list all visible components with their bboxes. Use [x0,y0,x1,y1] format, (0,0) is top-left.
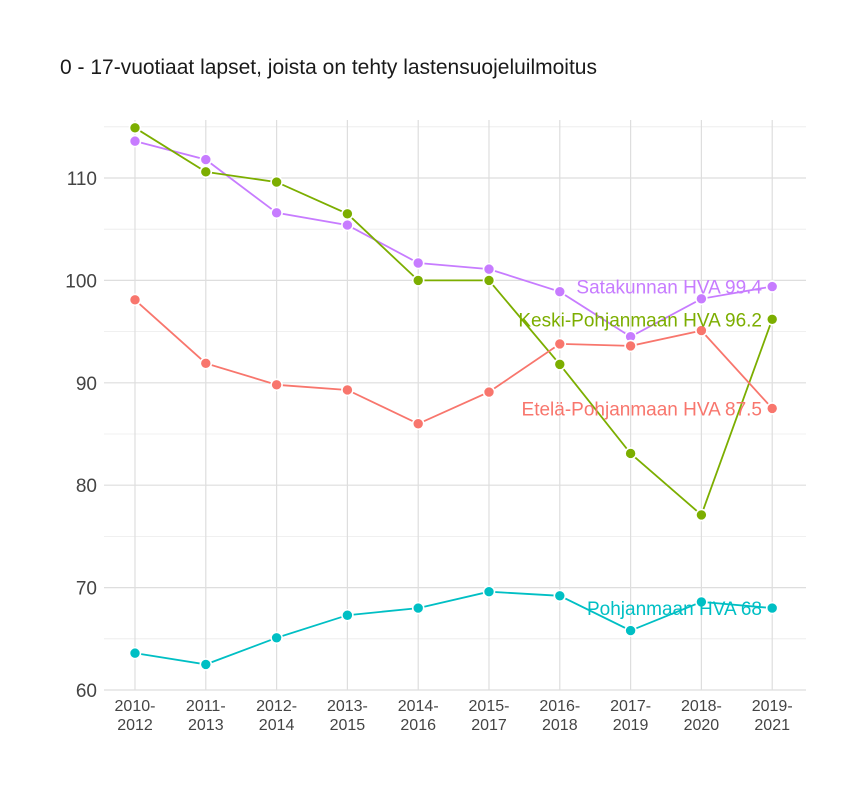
data-point-keski-pohjanmaan-hva [553,358,567,371]
y-axis-ticks: 60 70 80 90 100 110 [65,169,97,702]
data-point-keski-pohjanmaan-hva [624,447,637,460]
series-line-keski-pohjanmaan-hva [134,127,774,517]
gridlines [104,120,806,691]
data-point-satakunnan-hva [695,292,708,306]
series-label-etel-pohjanmaan-hva: Etelä-Pohjanmaan HVA 87.5 [522,399,762,420]
y-tick-label: 60 [76,681,97,702]
data-point-keski-pohjanmaan-hva [270,175,283,189]
data-point-pohjanmaan-hva [695,595,708,609]
y-tick-label: 90 [76,374,97,395]
data-point-etel-pohjanmaan-hva [128,293,142,307]
y-tick-label: 70 [76,579,97,600]
chart-title: 0 - 17-vuotiaat lapset, joista on tehty … [60,56,597,79]
data-point-pohjanmaan-hva [765,601,779,615]
series-label-pohjanmaan-hva: Pohjanmaan HVA 68 [587,599,762,620]
x-tick-label: 2015-2017 [469,698,510,734]
x-axis-ticks: 2010-2012 2011-2013 2012-2014 2013-2015 2014… [115,698,793,734]
data-point-satakunnan-hva [199,153,213,166]
data-point-pohjanmaan-hva [482,585,496,598]
data-point-etel-pohjanmaan-hva [553,337,567,351]
x-tick-label: 2012-2014 [256,698,297,734]
series-labels: Satakunnan HVA 99.4 Keski-Pohjanmaan HVA … [518,278,762,621]
x-tick-label: 2019-2021 [752,698,793,734]
series-label-satakunnan-hva: Satakunnan HVA 99.4 [576,278,762,299]
data-point-pohjanmaan-hva [270,631,283,645]
data-point-pohjanmaan-hva [624,624,637,637]
y-tick-label: 110 [67,169,97,190]
data-point-keski-pohjanmaan-hva [199,165,213,179]
x-tick-label: 2016-2018 [539,698,580,734]
data-point-etel-pohjanmaan-hva [270,378,283,392]
data-point-satakunnan-hva [341,218,354,232]
series-line-satakunnan-hva [134,140,773,338]
data-point-etel-pohjanmaan-hva [341,383,354,397]
data-point-etel-pohjanmaan-hva [411,417,425,431]
data-point-etel-pohjanmaan-hva [624,339,637,353]
data-point-pohjanmaan-hva [128,646,142,660]
x-tick-label: 2017-2019 [610,698,651,734]
data-point-etel-pohjanmaan-hva [482,385,496,399]
data-point-etel-pohjanmaan-hva [765,402,779,415]
data-point-keski-pohjanmaan-hva [695,508,708,522]
data-point-keski-pohjanmaan-hva [482,274,496,287]
data-point-satakunnan-hva [411,256,425,270]
data-point-pohjanmaan-hva [199,658,213,671]
data-point-keski-pohjanmaan-hva [411,274,425,287]
data-point-satakunnan-hva [765,280,779,293]
y-tick-label: 100 [65,271,97,292]
data-point-pohjanmaan-hva [553,589,567,603]
series-label-keski-pohjanmaan-hva: Keski-Pohjanmaan HVA 96.2 [518,310,762,331]
data-point-keski-pohjanmaan-hva [128,121,142,135]
data-point-keski-pohjanmaan-hva [341,207,354,221]
data-point-satakunnan-hva [482,262,496,276]
x-tick-label: 2013-2015 [327,698,368,734]
series-points [128,121,779,671]
x-tick-label: 2014-2016 [398,698,439,734]
data-point-etel-pohjanmaan-hva [199,357,213,370]
series-lines [134,127,774,666]
data-point-keski-pohjanmaan-hva [765,313,779,326]
series-line-etel-pohjanmaan-hva [134,299,773,425]
y-tick-label: 80 [76,476,97,497]
x-tick-label: 2010-2012 [115,698,156,734]
x-tick-label: 2011-2013 [186,698,226,734]
data-point-pohjanmaan-hva [341,608,354,622]
x-tick-label: 2018-2020 [681,698,722,734]
data-point-satakunnan-hva [553,285,567,298]
series-line-pohjanmaan-hva [134,590,773,666]
data-point-satakunnan-hva [270,206,283,220]
data-point-etel-pohjanmaan-hva [695,324,708,337]
data-point-pohjanmaan-hva [411,601,425,615]
data-point-satakunnan-hva [128,134,142,148]
